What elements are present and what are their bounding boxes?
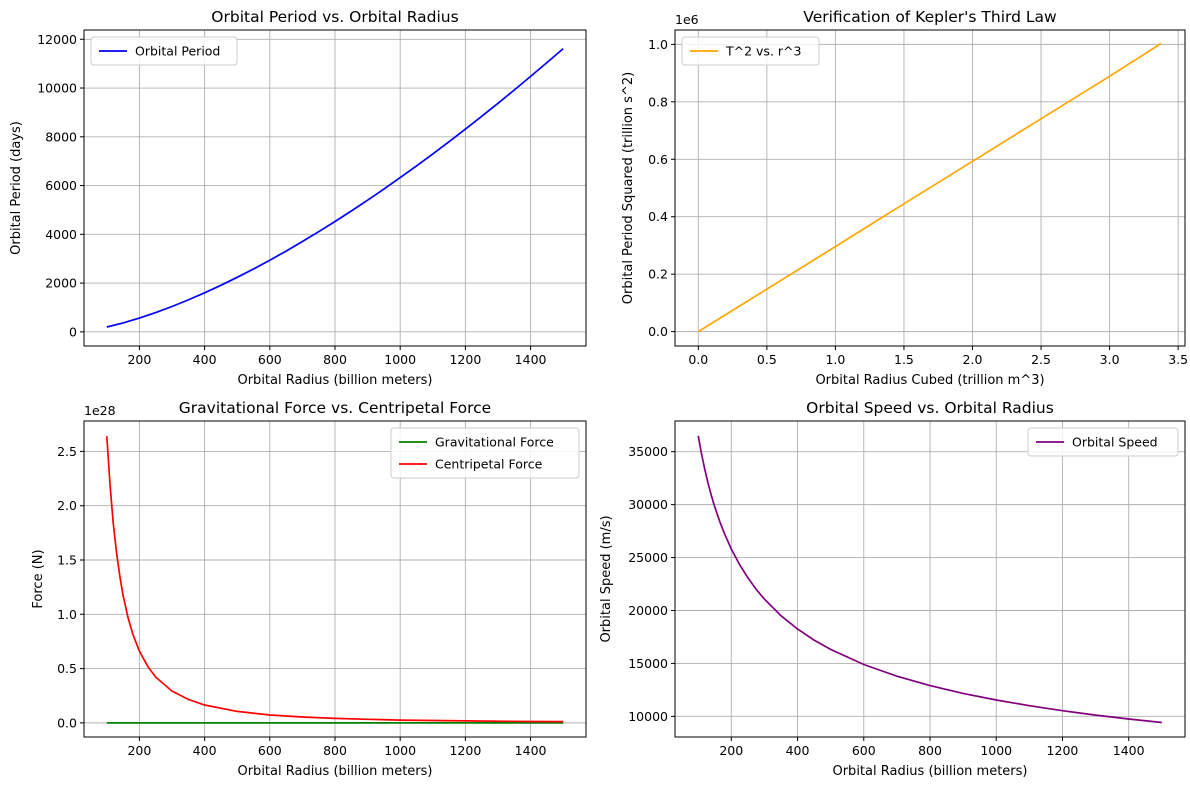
legend: Orbital Speed (1027, 427, 1179, 457)
y-tick-label: 0.0 (648, 324, 668, 339)
x-tick-label: 600 (258, 743, 282, 758)
x-tick-label: 800 (918, 743, 942, 758)
x-tick-label: 1.5 (894, 352, 914, 367)
y-tick-label: 1.0 (57, 607, 77, 622)
legend-entry-label: Orbital Period (135, 44, 220, 59)
series-line-orbital-speed (697, 435, 1162, 724)
x-tick-label: 200 (127, 352, 151, 367)
x-tick-label: 200 (719, 743, 743, 758)
chart-title: Gravitational Force vs. Centripetal Forc… (179, 399, 491, 417)
y-tick-label: 2000 (45, 276, 77, 291)
legend-box (1027, 427, 1179, 457)
y-tick-label: 10000 (37, 81, 77, 96)
chart-title: Verification of Kepler's Third Law (803, 8, 1057, 26)
y-tick-label: 0.4 (648, 209, 668, 224)
y-tick-label: 6000 (45, 178, 77, 193)
y-tick-label: 0.0 (57, 715, 77, 730)
y-tick-label: 0.8 (648, 94, 668, 109)
y-axis-label: Force (N) (31, 549, 46, 608)
y-tick-label: 2.5 (57, 444, 77, 459)
x-axis-label: Orbital Radius (billion meters) (237, 373, 432, 388)
x-tick-label: 600 (852, 743, 876, 758)
y-tick-label: 0.6 (648, 152, 668, 167)
subplot-1: 200 400 600 800 1000 1200 1400 0 2000 4000 6000 800… (9, 8, 587, 388)
x-tick-label: 1000 (980, 743, 1012, 758)
y-tick-label: 25000 (628, 550, 668, 565)
y-tick-label: 0 (69, 324, 77, 339)
legend: Orbital Period (90, 36, 238, 66)
x-axis-label: Orbital Radius (billion meters) (832, 764, 1027, 779)
x-tick-label: 1.0 (825, 352, 845, 367)
legend-entry-label: Gravitational Force (435, 435, 554, 450)
x-tick-label: 1000 (384, 352, 416, 367)
y-tick-label: 12000 (37, 32, 77, 47)
y-tick-label: 0.2 (648, 267, 668, 282)
y-tick-label: 0.5 (57, 661, 77, 676)
legend: T^2 vs. r^3 (681, 36, 820, 66)
x-tick-label: 400 (193, 743, 217, 758)
x-axis-label: Orbital Radius Cubed (trillion m^3) (815, 373, 1044, 388)
legend-box (681, 36, 820, 66)
x-tick-label: 600 (258, 352, 282, 367)
y-tick-label: 15000 (628, 656, 668, 671)
x-tick-label: 0.5 (757, 352, 777, 367)
x-tick-label: 3.0 (1100, 352, 1120, 367)
series-line-t-2-vs-r-3 (697, 42, 1162, 333)
legend: Gravitational Force Centripetal Force (390, 427, 580, 479)
y-tick-label: 20000 (628, 603, 668, 618)
legend-entry-label: Orbital Speed (1072, 435, 1158, 450)
x-tick-label: 800 (323, 352, 347, 367)
y-tick-label: 35000 (628, 444, 668, 459)
series-line-orbital-period (106, 47, 564, 328)
series-line-centripetal-force (105, 436, 564, 723)
y-axis-label: Orbital Period Squared (trillion s^2) (621, 72, 636, 304)
x-tick-label: 1200 (1047, 743, 1079, 758)
x-tick-label: 800 (323, 743, 347, 758)
y-axis-label: Orbital Speed (m/s) (599, 515, 614, 642)
x-tick-label: 1400 (515, 352, 547, 367)
x-axis-label: Orbital Radius (billion meters) (237, 764, 432, 779)
axes-frame (674, 29, 1186, 347)
x-tick-label: 3.5 (1168, 352, 1188, 367)
x-tick-label: 0.0 (688, 352, 708, 367)
y-tick-label: 30000 (628, 497, 668, 512)
x-tick-label: 1200 (449, 352, 481, 367)
y-tick-label: 1.5 (57, 552, 77, 567)
y-tick-label: 1.0 (648, 37, 668, 52)
legend-entry-label: Centripetal Force (435, 457, 543, 472)
chart-title: Orbital Speed vs. Orbital Radius (806, 399, 1054, 417)
x-tick-label: 400 (193, 352, 217, 367)
x-tick-label: 400 (786, 743, 810, 758)
x-tick-label: 1400 (1113, 743, 1145, 758)
x-tick-label: 200 (127, 743, 151, 758)
legend-box (90, 36, 238, 66)
x-tick-label: 2.5 (1031, 352, 1051, 367)
legend-entry-label: T^2 vs. r^3 (725, 44, 801, 59)
x-tick-label: 1000 (384, 743, 416, 758)
legend-box (390, 427, 580, 479)
x-tick-label: 2.0 (963, 352, 983, 367)
y-axis-label: Orbital Period (days) (9, 121, 24, 255)
y-tick-label: 4000 (45, 227, 77, 242)
y-tick-label: 10000 (628, 709, 668, 724)
axis-offset-text: 1e28 (84, 403, 116, 418)
subplot-4: 200 400 600 800 1000 1200 1400 10000 15000 20000 2… (599, 399, 1186, 779)
axis-offset-text: 1e6 (675, 12, 699, 27)
x-tick-label: 1400 (515, 743, 547, 758)
y-tick-label: 2.0 (57, 498, 77, 513)
subplot-3: 200 400 600 800 1000 1200 1400 0.0 0.5 1.0 1.5 2.0 2… (31, 399, 587, 779)
subplot-2: 0.0 0.5 1.0 1.5 2.0 2.5 3.0 3.5 0.0 0.2 0.4 0.6 0.8 1… (621, 8, 1188, 388)
x-tick-label: 1200 (449, 743, 481, 758)
chart-title: Orbital Period vs. Orbital Radius (211, 8, 458, 26)
y-tick-label: 8000 (45, 129, 77, 144)
